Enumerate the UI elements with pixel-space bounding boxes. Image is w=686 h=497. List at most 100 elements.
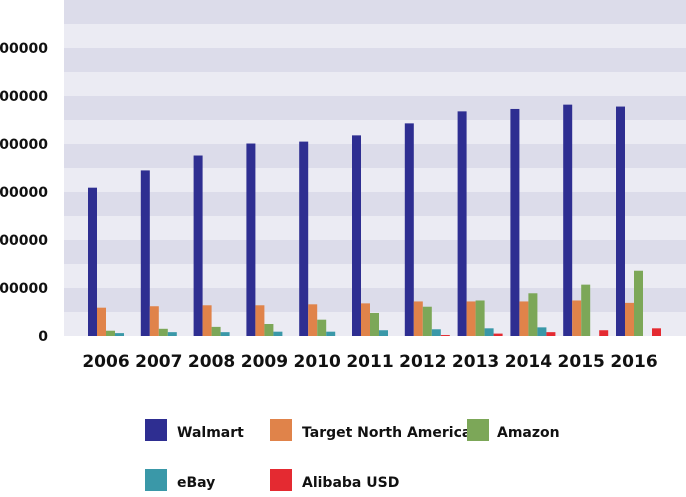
bar-target-north-america-2007: [149, 306, 159, 336]
x-tick-label: 2011: [346, 352, 393, 372]
grid-band: [64, 48, 686, 72]
bar-ebay-2009: [273, 331, 283, 336]
bar-amazon-2012: [422, 306, 432, 336]
x-tick-label: 2012: [399, 352, 446, 372]
bar-amazon-2013: [475, 300, 485, 336]
bar-group-2012: [404, 123, 450, 336]
grid-band: [64, 96, 686, 120]
bar-walmart-2011: [352, 135, 361, 336]
bar-alibaba-usd-2012: [440, 335, 450, 336]
y-tick-label: 100000: [0, 281, 48, 297]
y-tick-label: 600000: [0, 41, 48, 57]
legend-item: Walmart: [145, 419, 244, 441]
bar-target-north-america-2009: [255, 305, 265, 336]
legend-label: Walmart: [177, 425, 244, 441]
bar-group-2008: [193, 155, 230, 336]
legend-label: Alibaba USD: [302, 475, 399, 491]
bar-alibaba-usd-2016: [652, 328, 661, 336]
x-tick-label: 2016: [610, 352, 657, 372]
bar-ebay-2010: [326, 331, 336, 336]
bar-walmart-2012: [404, 123, 414, 336]
bar-ebay-2007: [167, 332, 177, 336]
bar-walmart-2014: [510, 108, 520, 337]
y-axis: 0 100000 200000 300000 400000 500000 600000: [0, 41, 48, 345]
grid-band: [64, 144, 686, 168]
bar-target-north-america-2010: [308, 304, 318, 336]
x-axis: 2006 2007 2008 2009 2010 2011 2012 2013 2014 2015…: [82, 352, 657, 372]
x-tick-label: 2008: [188, 352, 235, 372]
bar-ebay-2011: [379, 330, 388, 336]
bar-group-2010: [299, 141, 336, 336]
legend: Walmart Target North America Amazon eBay Ali…: [145, 419, 560, 491]
plot-area: [88, 104, 661, 337]
x-tick-label: 2010: [294, 352, 341, 372]
plot-background: [64, 0, 686, 336]
bar-amazon-2011: [370, 312, 379, 336]
legend-swatch: [270, 469, 292, 491]
bar-group-2009: [246, 143, 283, 336]
legend-item: Amazon: [467, 419, 560, 441]
bar-group-2014: [510, 108, 556, 337]
x-tick-label: 2015: [558, 352, 605, 372]
y-tick-label: 300000: [0, 185, 48, 201]
x-tick-label: 2014: [505, 352, 552, 372]
legend-label: eBay: [177, 475, 215, 491]
bar-group-2015: [563, 104, 609, 336]
bar-group-2007: [140, 170, 177, 336]
bar-target-north-america-2006: [97, 307, 106, 336]
bar-amazon-2015: [581, 284, 591, 336]
grid-band: [64, 240, 686, 264]
bar-amazon-2016: [634, 270, 643, 336]
bar-amazon-2006: [106, 330, 115, 336]
bar-ebay-2008: [220, 332, 230, 336]
legend-item: Target North America: [270, 419, 471, 441]
y-tick-label: 400000: [0, 137, 48, 153]
bar-walmart-2009: [246, 143, 256, 336]
legend-swatch: [270, 419, 292, 441]
legend-label: Amazon: [497, 425, 560, 441]
bar-walmart-2010: [299, 141, 309, 336]
bar-target-north-america-2015: [572, 300, 582, 336]
bar-walmart-2007: [140, 170, 150, 336]
bar-amazon-2014: [528, 293, 538, 336]
bar-group-2013: [457, 111, 503, 336]
legend-item: eBay: [145, 469, 215, 491]
bar-target-north-america-2012: [413, 301, 423, 336]
bar-group-2016: [616, 106, 661, 336]
legend-swatch: [145, 419, 167, 441]
bar-alibaba-usd-2014: [546, 332, 556, 336]
bar-walmart-2015: [563, 104, 573, 336]
bar-group-2006: [88, 187, 124, 336]
bar-alibaba-usd-2013: [493, 333, 503, 336]
bar-ebay-2014: [537, 327, 547, 336]
bar-target-north-america-2008: [202, 305, 212, 336]
bar-ebay-2012: [431, 329, 441, 336]
bar-target-north-america-2014: [519, 301, 529, 336]
legend-item: Alibaba USD: [270, 469, 399, 491]
bar-walmart-2013: [457, 111, 467, 336]
bar-target-north-america-2016: [625, 302, 634, 336]
x-tick-label: 2013: [452, 352, 499, 372]
bar-walmart-2008: [193, 155, 203, 336]
bar-group-2011: [352, 135, 388, 336]
bar-amazon-2008: [211, 326, 221, 336]
bar-amazon-2009: [264, 324, 274, 336]
bar-ebay-2013: [484, 328, 494, 336]
bar-alibaba-usd-2015: [599, 330, 609, 336]
x-tick-label: 2007: [135, 352, 182, 372]
legend-label: Target North America: [302, 425, 471, 441]
bar-ebay-2006: [115, 333, 124, 336]
y-tick-label: 0: [38, 329, 48, 345]
y-tick-label: 500000: [0, 89, 48, 105]
bar-amazon-2010: [317, 319, 327, 336]
bar-target-north-america-2013: [466, 301, 476, 336]
legend-swatch: [467, 419, 489, 441]
bar-walmart-2006: [88, 187, 97, 336]
legend-swatch: [145, 469, 167, 491]
bar-walmart-2016: [616, 106, 625, 336]
x-tick-label: 2006: [82, 352, 129, 372]
y-tick-label: 200000: [0, 233, 48, 249]
x-tick-label: 2009: [241, 352, 288, 372]
